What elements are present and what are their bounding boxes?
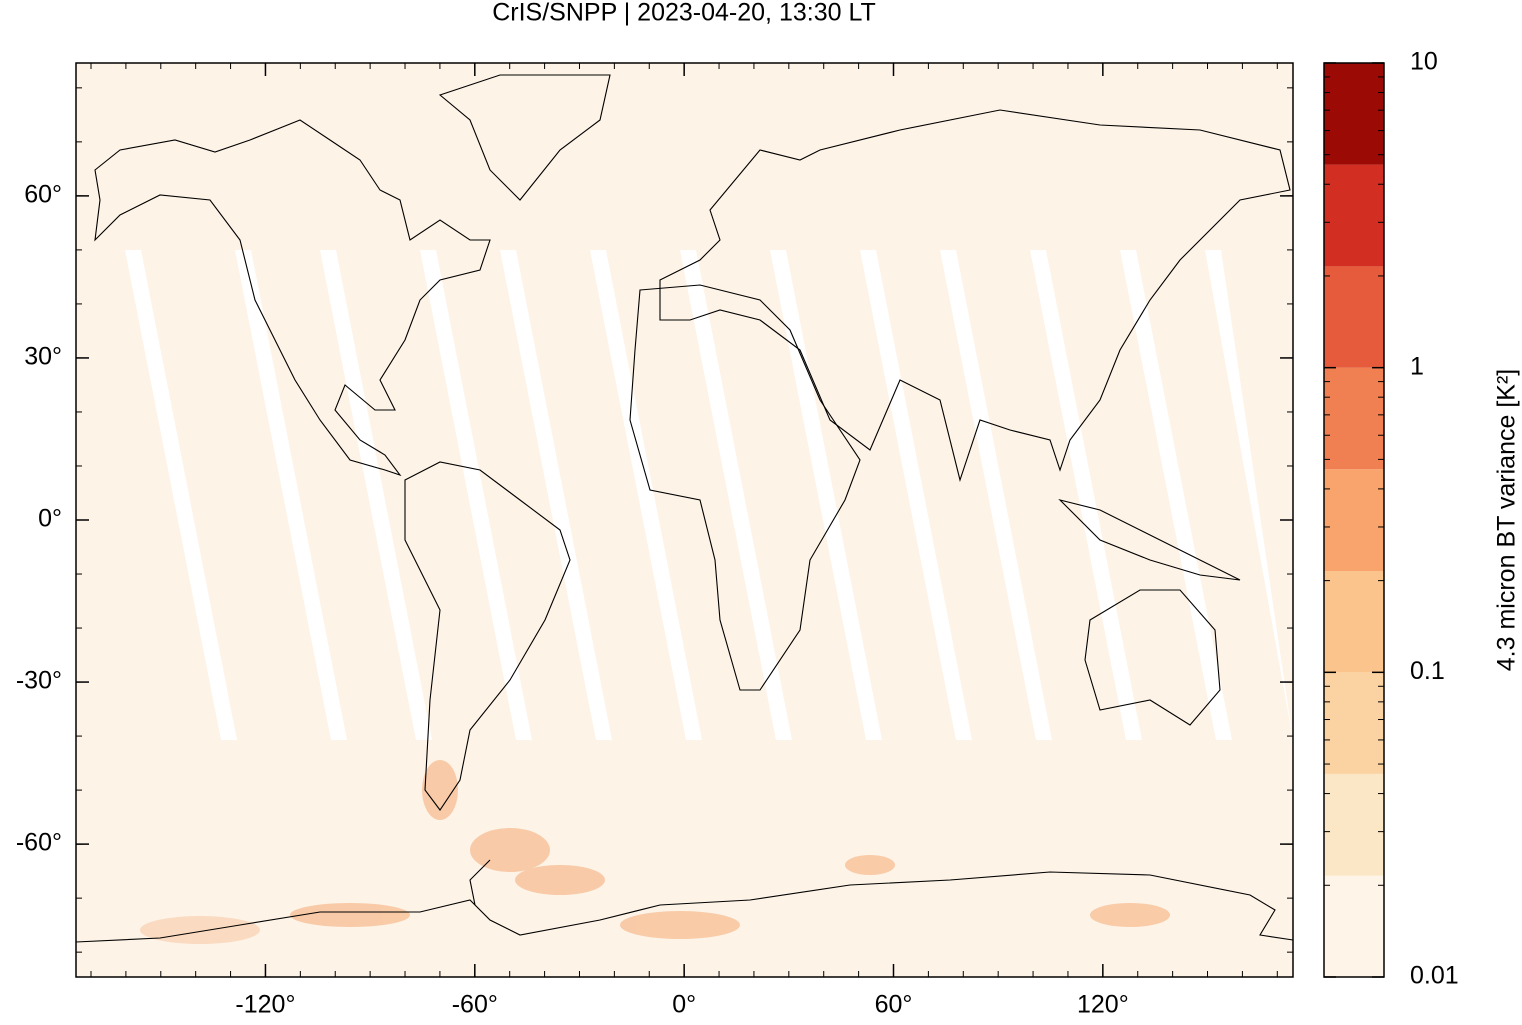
colorbar-band <box>1324 266 1384 368</box>
x-tick-label: 0° <box>672 991 696 1019</box>
x-tick-label: 120° <box>1077 991 1129 1019</box>
swath-gap <box>1030 250 1142 740</box>
x-tick-label: -120° <box>235 991 295 1019</box>
y-tick-label: 30° <box>24 343 62 371</box>
y-tick-label: -60° <box>16 829 62 857</box>
colorbar-band <box>1324 164 1384 267</box>
swath-gap <box>125 250 237 740</box>
y-tick-label: 60° <box>24 180 62 208</box>
swath-gap <box>500 250 612 740</box>
colorbar-tick-label: 0.1 <box>1410 657 1445 685</box>
y-tick-label: -30° <box>16 667 62 695</box>
swath-gap <box>860 250 972 740</box>
coastlines <box>75 74 1294 943</box>
colorbar-band <box>1324 469 1384 572</box>
colorbar-label: 4.3 micron BT variance [K²] <box>1493 369 1521 671</box>
colorbar-tick-label: 0.01 <box>1410 962 1459 990</box>
swath-gaps <box>125 250 1293 740</box>
swath-gap <box>320 250 432 740</box>
colorbar-frame <box>1323 62 1385 978</box>
colorbar-tick-label: 1 <box>1410 352 1424 380</box>
colorbar-band <box>1324 773 1384 876</box>
swath-gap <box>420 250 532 740</box>
x-tick-label: 60° <box>875 991 913 1019</box>
colorbar-band <box>1324 571 1384 673</box>
map-background <box>76 63 1293 977</box>
high-variance-patches <box>140 760 1170 944</box>
swath-gap <box>680 250 792 740</box>
swath-gap <box>235 250 347 740</box>
swath-gap <box>770 250 882 740</box>
colorbar-band <box>1324 367 1384 470</box>
colorbar-tick-label: 10 <box>1410 48 1438 76</box>
swath-gap <box>1205 250 1293 740</box>
y-tick-label: 0° <box>38 505 62 533</box>
swath-gap <box>590 250 702 740</box>
swath-gap <box>940 250 1052 740</box>
x-tick-label: -60° <box>452 991 498 1019</box>
colorbar-band <box>1324 63 1384 165</box>
colorbar-band <box>1324 875 1384 977</box>
chart-title: CrIS/SNPP | 2023-04-20, 13:30 LT <box>492 0 876 27</box>
colorbar-band <box>1324 672 1384 774</box>
